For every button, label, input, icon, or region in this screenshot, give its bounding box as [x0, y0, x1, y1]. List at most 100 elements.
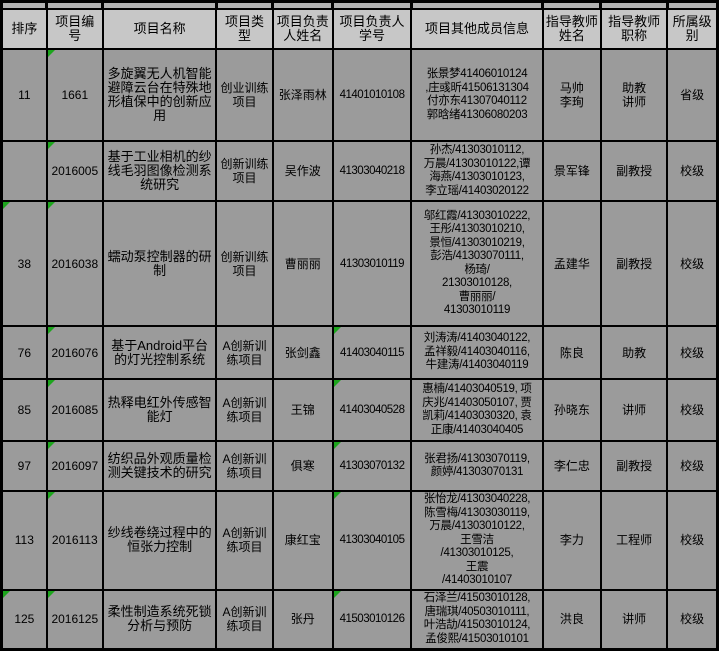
cell-rank[interactable]: 125 — [0, 588, 48, 651]
cell-advisor_name[interactable]: 洪良 — [541, 588, 602, 651]
cell-project_no[interactable]: 2016125 — [45, 588, 104, 651]
cell-leader_id[interactable]: 41503010126 — [331, 588, 413, 651]
cutoff-cell — [599, 1, 669, 10]
column-header-project_type[interactable]: 项目类型 — [215, 8, 274, 50]
cell-members[interactable]: 张怡龙/41303040228, 陈雪梅/41303030119, 万晨/413… — [410, 490, 544, 591]
cutoff-cell — [45, 1, 105, 10]
cell-leader_id[interactable]: 41403040115 — [331, 325, 413, 380]
cell-project_name[interactable]: 柔性制造系统死锁分析与预防 — [101, 588, 218, 651]
cell-members[interactable]: 张君扬/41303070119, 颜婷/41303070131 — [410, 440, 544, 492]
cell-project_type[interactable]: 创业训练项目 — [215, 48, 274, 142]
cell-advisor_name[interactable]: 孙晓东 — [541, 378, 602, 442]
cell-level[interactable]: 校级 — [666, 588, 719, 651]
cell-leader_id[interactable]: 41401010108 — [331, 48, 413, 142]
column-header-rank[interactable]: 排序 — [0, 8, 48, 50]
cell-advisor_name[interactable]: 景军锋 — [541, 140, 602, 202]
cell-level[interactable]: 校级 — [666, 490, 719, 591]
cell-text: 76 — [17, 345, 32, 360]
cell-advisor_name[interactable]: 孟建华 — [541, 200, 602, 327]
cell-project_type[interactable]: A创新训练项目 — [215, 588, 274, 651]
cell-rank[interactable] — [0, 140, 48, 202]
cell-project_name[interactable]: 多旋翼无人机智能避障云台在特殊地形植保中的创新应用 — [101, 48, 218, 142]
cell-project_name[interactable]: 热释电红外传感智能灯 — [101, 378, 218, 442]
cell-project_name[interactable]: 基于工业相机的纱线毛羽图像检测系统研究 — [101, 140, 218, 202]
cell-members[interactable]: 张景梦41406010124 ,庄彧昕41506131304 付亦东413070… — [410, 48, 544, 142]
cell-leader_name[interactable]: 张泽雨林 — [271, 48, 334, 142]
cell-leader_id[interactable]: 41303010119 — [331, 200, 413, 327]
cell-project_name[interactable]: 纱线卷绕过程中的恒张力控制 — [101, 490, 218, 591]
cell-advisor_title[interactable]: 讲师 — [599, 378, 669, 442]
cell-project_type[interactable]: A创新训练项目 — [215, 440, 274, 492]
cell-project_type[interactable]: 创新训练项目 — [215, 140, 274, 202]
cell-leader_name[interactable]: 吴作波 — [271, 140, 334, 202]
cell-project_type[interactable]: A创新训练项目 — [215, 378, 274, 442]
cell-advisor_name[interactable]: 陈良 — [541, 325, 602, 380]
column-header-members[interactable]: 项目其他成员信息 — [410, 8, 544, 50]
cell-leader_id[interactable]: 41403040528 — [331, 378, 413, 442]
cell-rank[interactable]: 11 — [0, 48, 48, 142]
cell-project_name[interactable]: 纺织品外观质量检测关键技术的研究 — [101, 440, 218, 492]
cell-project_no[interactable]: 2016085 — [45, 378, 104, 442]
cell-leader_name[interactable]: 康红宝 — [271, 490, 334, 591]
cell-leader_name[interactable]: 张丹 — [271, 588, 334, 651]
cell-advisor_name[interactable]: 马帅 李珣 — [541, 48, 602, 142]
cell-project_name[interactable]: 基于Android平台的灯光控制系统 — [101, 325, 218, 380]
cell-members[interactable]: 石泽兰/41503010128, 唐瑞琪/40503010111, 叶浩劼/41… — [410, 588, 544, 651]
cell-level[interactable]: 校级 — [666, 200, 719, 327]
cell-leader_id[interactable]: 41303040218 — [331, 140, 413, 202]
column-header-project_no[interactable]: 项目编号 — [45, 8, 104, 50]
cell-level[interactable]: 校级 — [666, 378, 719, 442]
cell-advisor_name[interactable]: 李仁忠 — [541, 440, 602, 492]
cell-project_type[interactable]: A创新训练项目 — [215, 325, 274, 380]
cell-project_no[interactable]: 2016038 — [45, 200, 104, 327]
column-header-level[interactable]: 所属级别 — [666, 8, 719, 50]
cell-advisor_title[interactable]: 副教授 — [599, 200, 669, 327]
cell-text: 85 — [17, 403, 32, 417]
green-triangle-icon — [48, 143, 55, 149]
cell-leader_id[interactable]: 41303040105 — [331, 490, 413, 591]
cell-rank[interactable]: 76 — [0, 325, 48, 380]
cell-project_no[interactable]: 2016076 — [45, 325, 104, 380]
cell-advisor_title[interactable]: 助教 讲师 — [599, 48, 669, 142]
cell-leader_id[interactable]: 41303070132 — [331, 440, 413, 492]
column-header-advisor_title[interactable]: 指导教师职称 — [599, 8, 669, 50]
cell-project_type[interactable]: 创新训练项目 — [215, 200, 274, 327]
cell-rank[interactable]: 113 — [0, 490, 48, 591]
cell-advisor_title[interactable]: 副教授 — [599, 440, 669, 492]
cell-level[interactable]: 校级 — [666, 140, 719, 202]
cell-leader_name[interactable]: 王锦 — [271, 378, 334, 442]
cell-project_no[interactable]: 2016097 — [45, 440, 104, 492]
cell-advisor_title[interactable]: 工程师 — [599, 490, 669, 591]
cell-advisor_title[interactable]: 副教授 — [599, 140, 669, 202]
cell-members[interactable]: 刘涛涛/41403040122, 孟祥毅/41403040116, 牛建涛/41… — [410, 325, 544, 380]
cell-level[interactable]: 省级 — [666, 48, 719, 142]
cell-level[interactable]: 校级 — [666, 325, 719, 380]
cell-advisor_title[interactable]: 助教 — [599, 325, 669, 380]
cell-project_no[interactable]: 2016113 — [45, 490, 104, 591]
cell-text: 97 — [17, 459, 32, 473]
cell-text: 2016076 — [51, 345, 99, 360]
cell-members[interactable]: 孙杰/41303010112, 万晨/41303010122,谭 海燕/4130… — [410, 140, 544, 202]
cell-members[interactable]: 邬红霞/41303010222, 王彤/41303010210, 景恒/4130… — [410, 200, 544, 327]
cell-rank[interactable]: 97 — [0, 440, 48, 492]
cell-text: 俱寒 — [290, 459, 315, 473]
column-header-project_name[interactable]: 项目名称 — [101, 8, 218, 50]
column-header-advisor_name[interactable]: 指导教师姓名 — [541, 8, 602, 50]
cell-members[interactable]: 惠楠/41403040519, 项 庆兆/41403050107, 贾 凯莉/4… — [410, 378, 544, 442]
cell-leader_name[interactable]: 张剑鑫 — [271, 325, 334, 380]
cell-project_name[interactable]: 蠕动泵控制器的研制 — [101, 200, 218, 327]
cell-advisor_name[interactable]: 李力 — [541, 490, 602, 591]
cell-advisor_title[interactable]: 讲师 — [599, 588, 669, 651]
cell-rank[interactable]: 85 — [0, 378, 48, 442]
cell-level[interactable]: 校级 — [666, 440, 719, 492]
cell-text: 康红宝 — [284, 533, 321, 548]
column-header-leader_id[interactable]: 项目负责人学号 — [331, 8, 413, 50]
cell-project_no[interactable]: 2016005 — [45, 140, 104, 202]
cell-project_type[interactable]: A创新训练项目 — [215, 490, 274, 591]
cell-project_no[interactable]: 1661 — [45, 48, 104, 142]
column-header-leader_name[interactable]: 项目负责人姓名 — [271, 8, 334, 50]
cell-leader_name[interactable]: 曹丽丽 — [271, 200, 334, 327]
cell-rank[interactable]: 38 — [0, 200, 48, 327]
cell-text: 柔性制造系统死锁分析与预防 — [107, 604, 212, 634]
cell-leader_name[interactable]: 俱寒 — [271, 440, 334, 492]
